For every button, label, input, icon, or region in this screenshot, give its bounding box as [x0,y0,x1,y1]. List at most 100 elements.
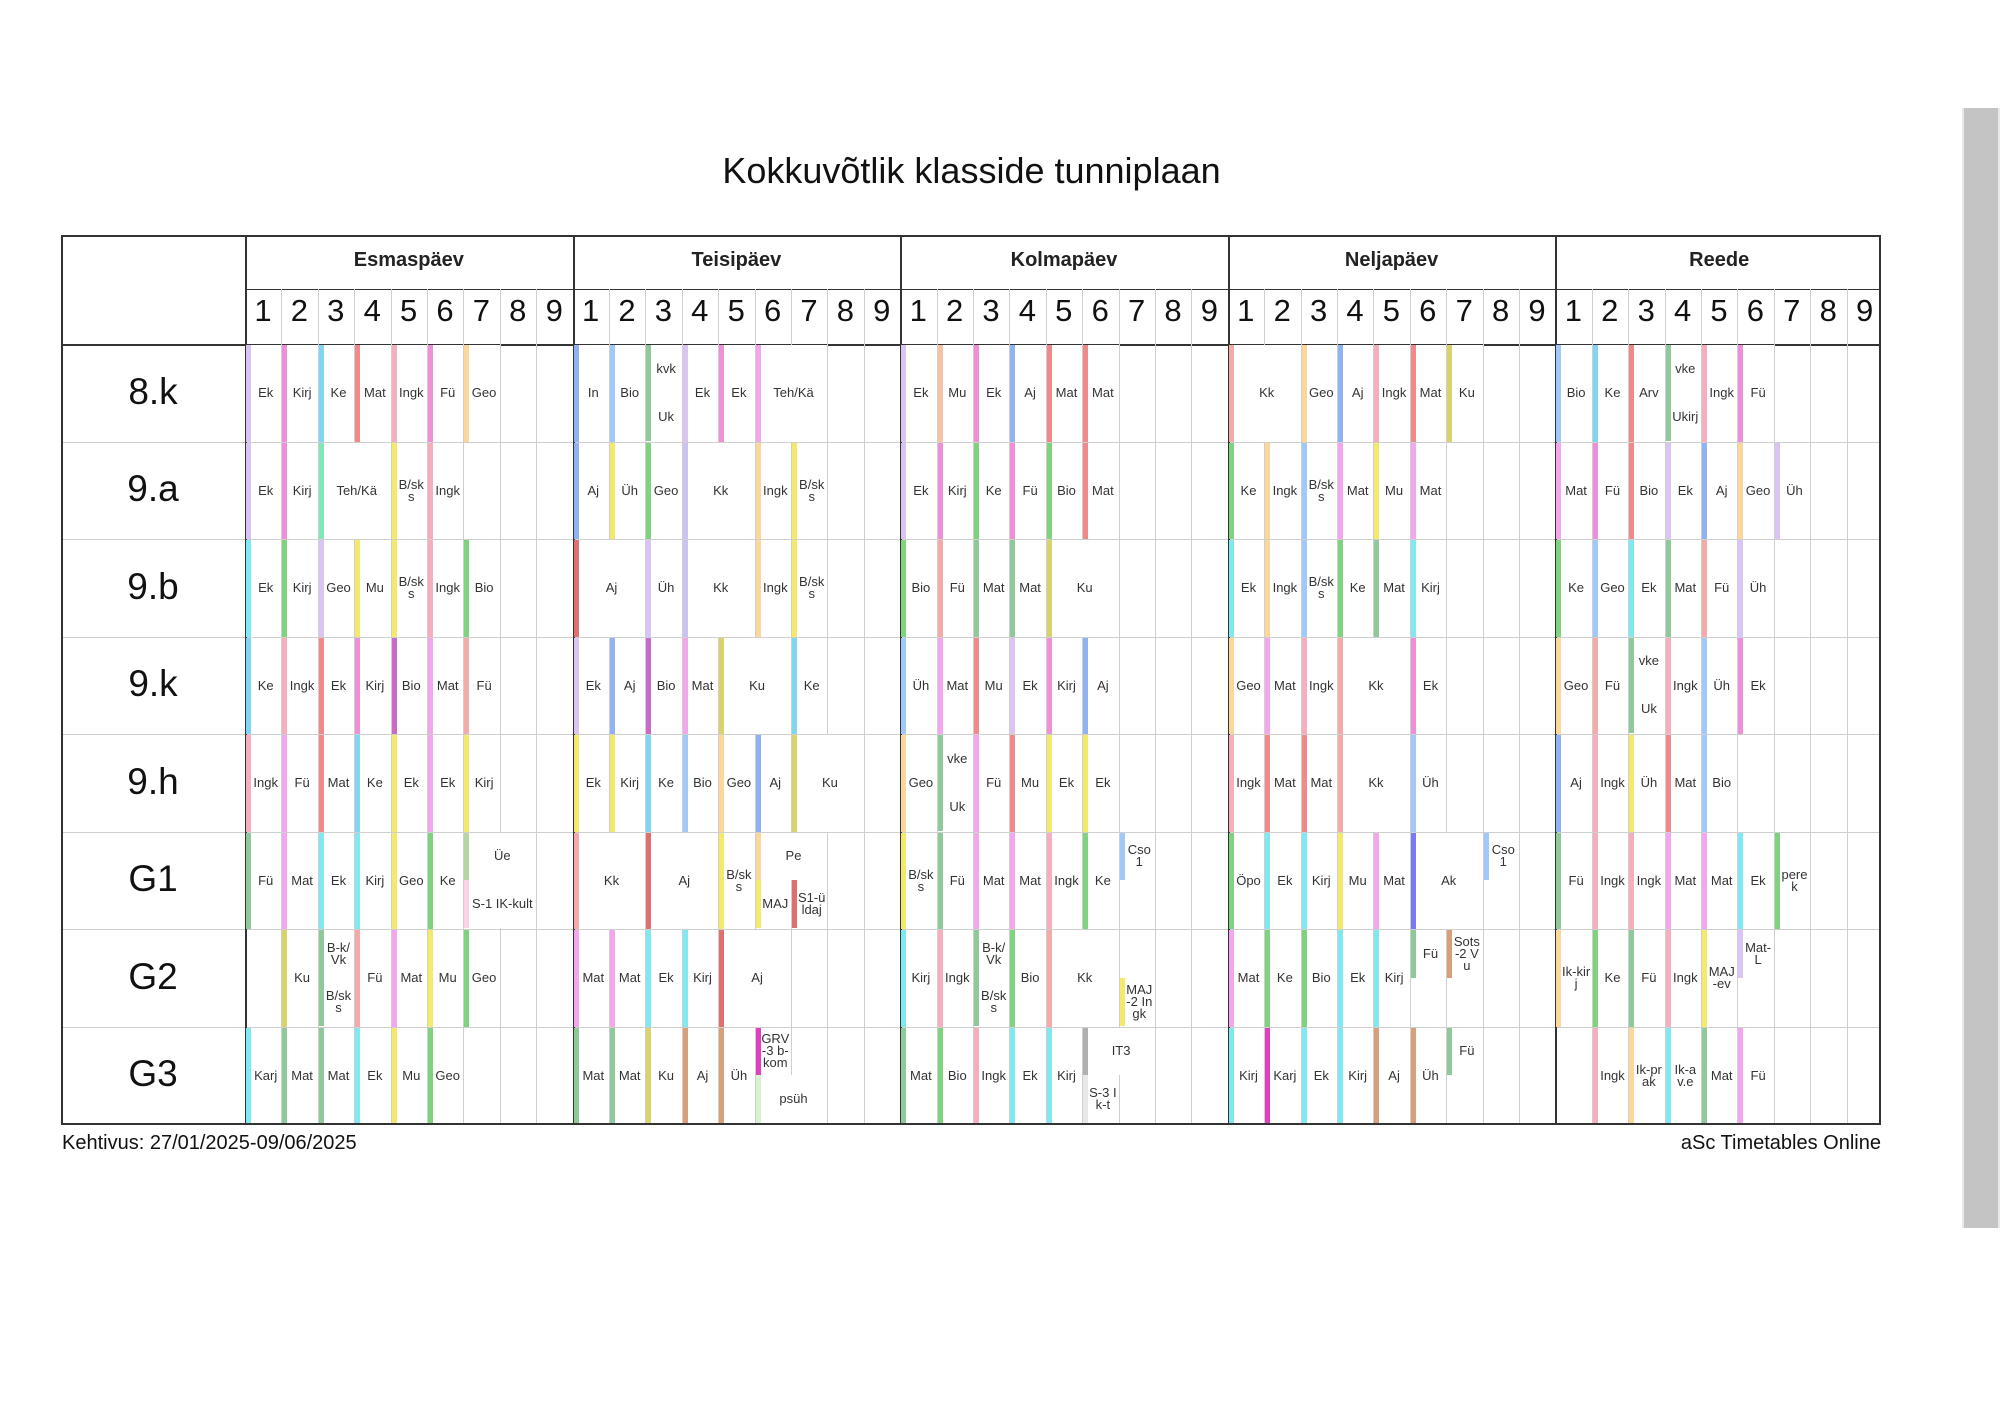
lesson-cell[interactable]: Kk [1046,930,1119,1027]
lesson-cell[interactable]: Fü [1592,637,1629,734]
lesson-cell[interactable]: MAJ-ev [1702,930,1738,1027]
lesson-cell[interactable]: Kirj [1338,1027,1374,1123]
lesson-cell[interactable]: Mat [1228,930,1265,1027]
lesson-cell[interactable]: Üh [1774,442,1811,539]
lesson-cell[interactable]: Ek [428,735,464,832]
lesson-cell[interactable]: Aj [1374,1027,1410,1123]
lesson-cell[interactable]: Ik-kirj [1556,930,1592,1027]
lesson-cell[interactable]: Mat [282,832,318,929]
lesson-cell[interactable]: Ek [1010,637,1046,734]
lesson-cell[interactable]: Mat [1010,540,1046,637]
lesson-cell[interactable]: Mat [1702,832,1738,929]
lesson-cell[interactable]: Geo [464,930,500,1027]
lesson-cell[interactable]: Bio [391,637,427,734]
lesson-cell[interactable]: psüh [755,1075,828,1123]
lesson-cell[interactable]: Kirj [682,930,719,1027]
lesson-cell[interactable]: Kirj [464,735,500,832]
lesson-cell[interactable]: Mat [901,1027,937,1123]
lesson-cell[interactable]: Ke [1592,930,1629,1027]
lesson-cell[interactable]: vke [937,735,973,783]
lesson-cell[interactable]: Teh/Kä [318,442,391,539]
lesson-cell[interactable]: Bio [901,540,937,637]
lesson-cell[interactable]: Karj [1265,1027,1301,1123]
lesson-cell[interactable]: Mat [1665,735,1701,832]
lesson-cell[interactable]: Ke [792,637,828,734]
lesson-cell[interactable]: Kk [1338,637,1410,734]
lesson-cell[interactable]: Ek [355,1027,391,1123]
lesson-cell[interactable]: Aj [1702,442,1738,539]
lesson-cell[interactable]: Üh [610,442,646,539]
lesson-cell[interactable]: GRV-3 b-kom [755,1027,791,1076]
lesson-cell[interactable]: B/sks [391,540,427,637]
lesson-cell[interactable]: Mat [974,832,1010,929]
lesson-cell[interactable]: Fü [246,832,282,929]
lesson-cell[interactable]: Fü [1702,540,1738,637]
lesson-cell[interactable]: MAJ-2 Ingk [1119,977,1155,1026]
lesson-cell[interactable]: In [573,345,609,442]
lesson-cell[interactable]: Ke [355,735,391,832]
lesson-cell[interactable]: vke [1629,637,1665,686]
lesson-cell[interactable]: Mu [1010,735,1046,832]
lesson-cell[interactable]: Bio [1046,442,1083,539]
lesson-cell[interactable]: Aj [1338,345,1374,442]
lesson-cell[interactable]: Kirj [1374,930,1410,1027]
lesson-cell[interactable]: Geo [1228,637,1265,734]
lesson-cell[interactable]: Mat-L [1738,930,1774,978]
lesson-cell[interactable]: Ku [282,930,318,1027]
lesson-cell[interactable]: Geo [391,832,427,929]
lesson-cell[interactable]: Bio [464,540,500,637]
lesson-cell[interactable]: Mu [937,345,973,442]
lesson-cell[interactable]: Ke [1083,832,1119,929]
lesson-cell[interactable]: Geo [1556,637,1592,734]
lesson-cell[interactable]: Ek [1338,930,1374,1027]
lesson-cell[interactable]: Mat [1374,832,1410,929]
lesson-cell[interactable]: Kirj [937,442,973,539]
lesson-cell[interactable]: Aj [1556,735,1592,832]
lesson-cell[interactable]: Üe [464,832,537,881]
lesson-cell[interactable]: Ek [1265,832,1301,929]
lesson-cell[interactable]: Aj [646,832,719,929]
lesson-cell[interactable]: Cso1 [1119,832,1155,881]
lesson-cell[interactable]: Aj [755,735,791,832]
lesson-cell[interactable]: Ke [1228,442,1265,539]
lesson-cell[interactable]: Üh [646,540,682,637]
lesson-cell[interactable]: Mat [282,1027,318,1123]
lesson-cell[interactable]: Ingk [755,442,791,539]
lesson-cell[interactable]: Mat [1265,735,1301,832]
lesson-cell[interactable]: Fü [1592,442,1629,539]
lesson-cell[interactable]: Kirj [1228,1027,1265,1123]
lesson-cell[interactable]: Kirj [1046,637,1083,734]
lesson-cell[interactable]: Fü [937,832,973,929]
lesson-cell[interactable]: Fü [1738,1027,1774,1123]
lesson-cell[interactable]: Mat [573,930,609,1027]
lesson-cell[interactable]: Sots-2 Vu [1447,930,1483,978]
lesson-cell[interactable]: Mat [428,637,464,734]
lesson-cell[interactable]: Mat [682,637,719,734]
lesson-cell[interactable]: Ku [1046,540,1119,637]
lesson-cell[interactable]: Kirj [355,637,391,734]
lesson-cell[interactable]: Geo [1738,442,1774,539]
lesson-cell[interactable]: kvk [646,345,682,393]
lesson-cell[interactable]: Ingk [428,540,464,637]
lesson-cell[interactable]: Uk [646,392,682,441]
lesson-cell[interactable]: Fü [1629,930,1665,1027]
lesson-cell[interactable]: Mat [1301,735,1337,832]
lesson-cell[interactable]: Ingk [755,540,791,637]
lesson-cell[interactable]: B/sks [792,442,828,539]
lesson-cell[interactable]: Mat [1338,442,1374,539]
lesson-cell[interactable]: Bio [1301,930,1337,1027]
lesson-cell[interactable]: Geo [901,735,937,832]
lesson-cell[interactable]: Ek [646,930,682,1027]
lesson-cell[interactable]: Geo [1301,345,1337,442]
lesson-cell[interactable]: Mat [1410,345,1447,442]
lesson-cell[interactable]: Teh/Kä [755,345,828,442]
lesson-cell[interactable]: Ingk [1592,832,1629,929]
lesson-cell[interactable]: Uk [1629,685,1665,733]
lesson-cell[interactable]: Geo [1592,540,1629,637]
lesson-cell[interactable]: Ek [974,345,1010,442]
lesson-cell[interactable]: Ek [1046,735,1083,832]
lesson-cell[interactable]: Kirj [282,442,318,539]
lesson-cell[interactable]: Mat [974,540,1010,637]
lesson-cell[interactable]: Mat [1083,442,1119,539]
lesson-cell[interactable]: Ingk [1265,540,1301,637]
